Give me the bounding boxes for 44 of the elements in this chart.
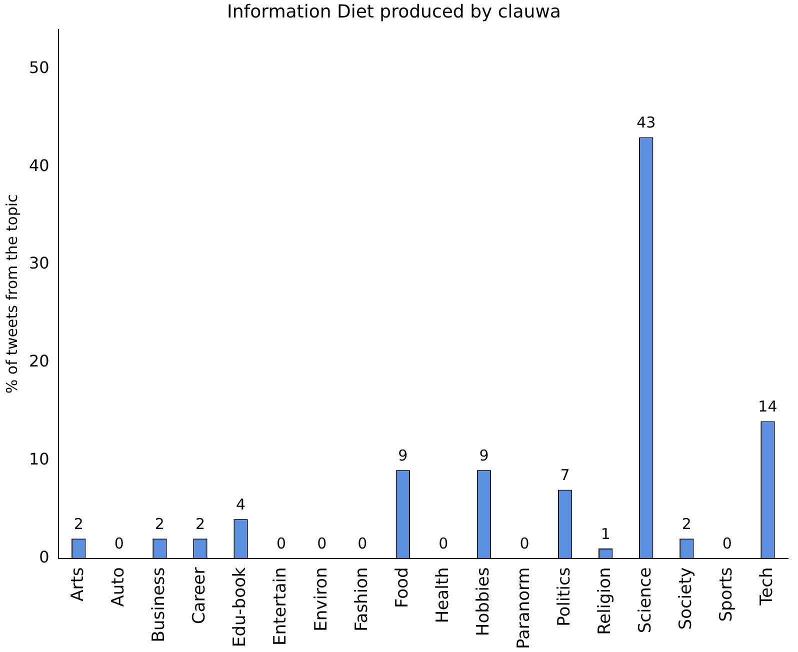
x-tick-label: Society	[676, 567, 696, 630]
x-tick-label: Health	[432, 567, 453, 624]
x-tick-label: Religion	[595, 567, 616, 635]
x-tick-label: Sports	[716, 567, 737, 622]
x-tick-label: Hobbies	[473, 567, 494, 636]
data-label: 4	[236, 495, 246, 514]
x-tick-label: Auto	[108, 567, 129, 607]
y-axis-title: % of tweets from the topic	[2, 194, 21, 394]
data-label: 9	[398, 446, 408, 465]
x-tick-label: Career	[190, 567, 210, 624]
x-tick-label: Science	[636, 567, 656, 634]
x-tick-label: Edu-book	[230, 567, 250, 648]
data-label: 43	[636, 114, 656, 132]
data-label: 7	[560, 466, 570, 484]
data-label: 0	[276, 534, 286, 553]
y-tick-label: 30	[29, 254, 50, 273]
x-tick-label: Paranorm	[514, 567, 534, 650]
x-tick-label: Arts	[68, 567, 88, 602]
y-tick-label: 50	[29, 58, 50, 77]
y-tick-label: 10	[29, 450, 50, 469]
x-tick-label: Business	[149, 567, 170, 642]
data-label: 2	[195, 515, 206, 534]
data-label: 14	[758, 398, 778, 416]
y-tick-label: 40	[29, 156, 50, 175]
data-label: 2	[154, 515, 164, 534]
data-label: 9	[479, 446, 489, 465]
y-tick-label: 0	[39, 547, 50, 566]
data-label: 2	[74, 515, 84, 534]
data-label: 2	[682, 515, 692, 534]
data-label: 0	[317, 534, 327, 553]
x-tick-label: Food	[392, 567, 412, 608]
x-tick-label: Environ	[311, 567, 332, 632]
data-label: 0	[438, 534, 448, 553]
x-tick-label: Fashion	[352, 567, 372, 632]
x-tick-label: Politics	[554, 567, 574, 626]
x-tick-label: Entertain	[270, 567, 291, 646]
data-label: 0	[722, 534, 732, 553]
x-tick-label: Tech	[757, 567, 778, 606]
y-tick-label: 20	[29, 352, 50, 371]
data-label: 0	[358, 534, 368, 553]
data-label: 0	[114, 534, 124, 553]
data-label: 1	[600, 524, 610, 543]
data-label: 0	[520, 534, 530, 553]
chart-title: Information Diet produced by clauwa	[227, 1, 561, 22]
